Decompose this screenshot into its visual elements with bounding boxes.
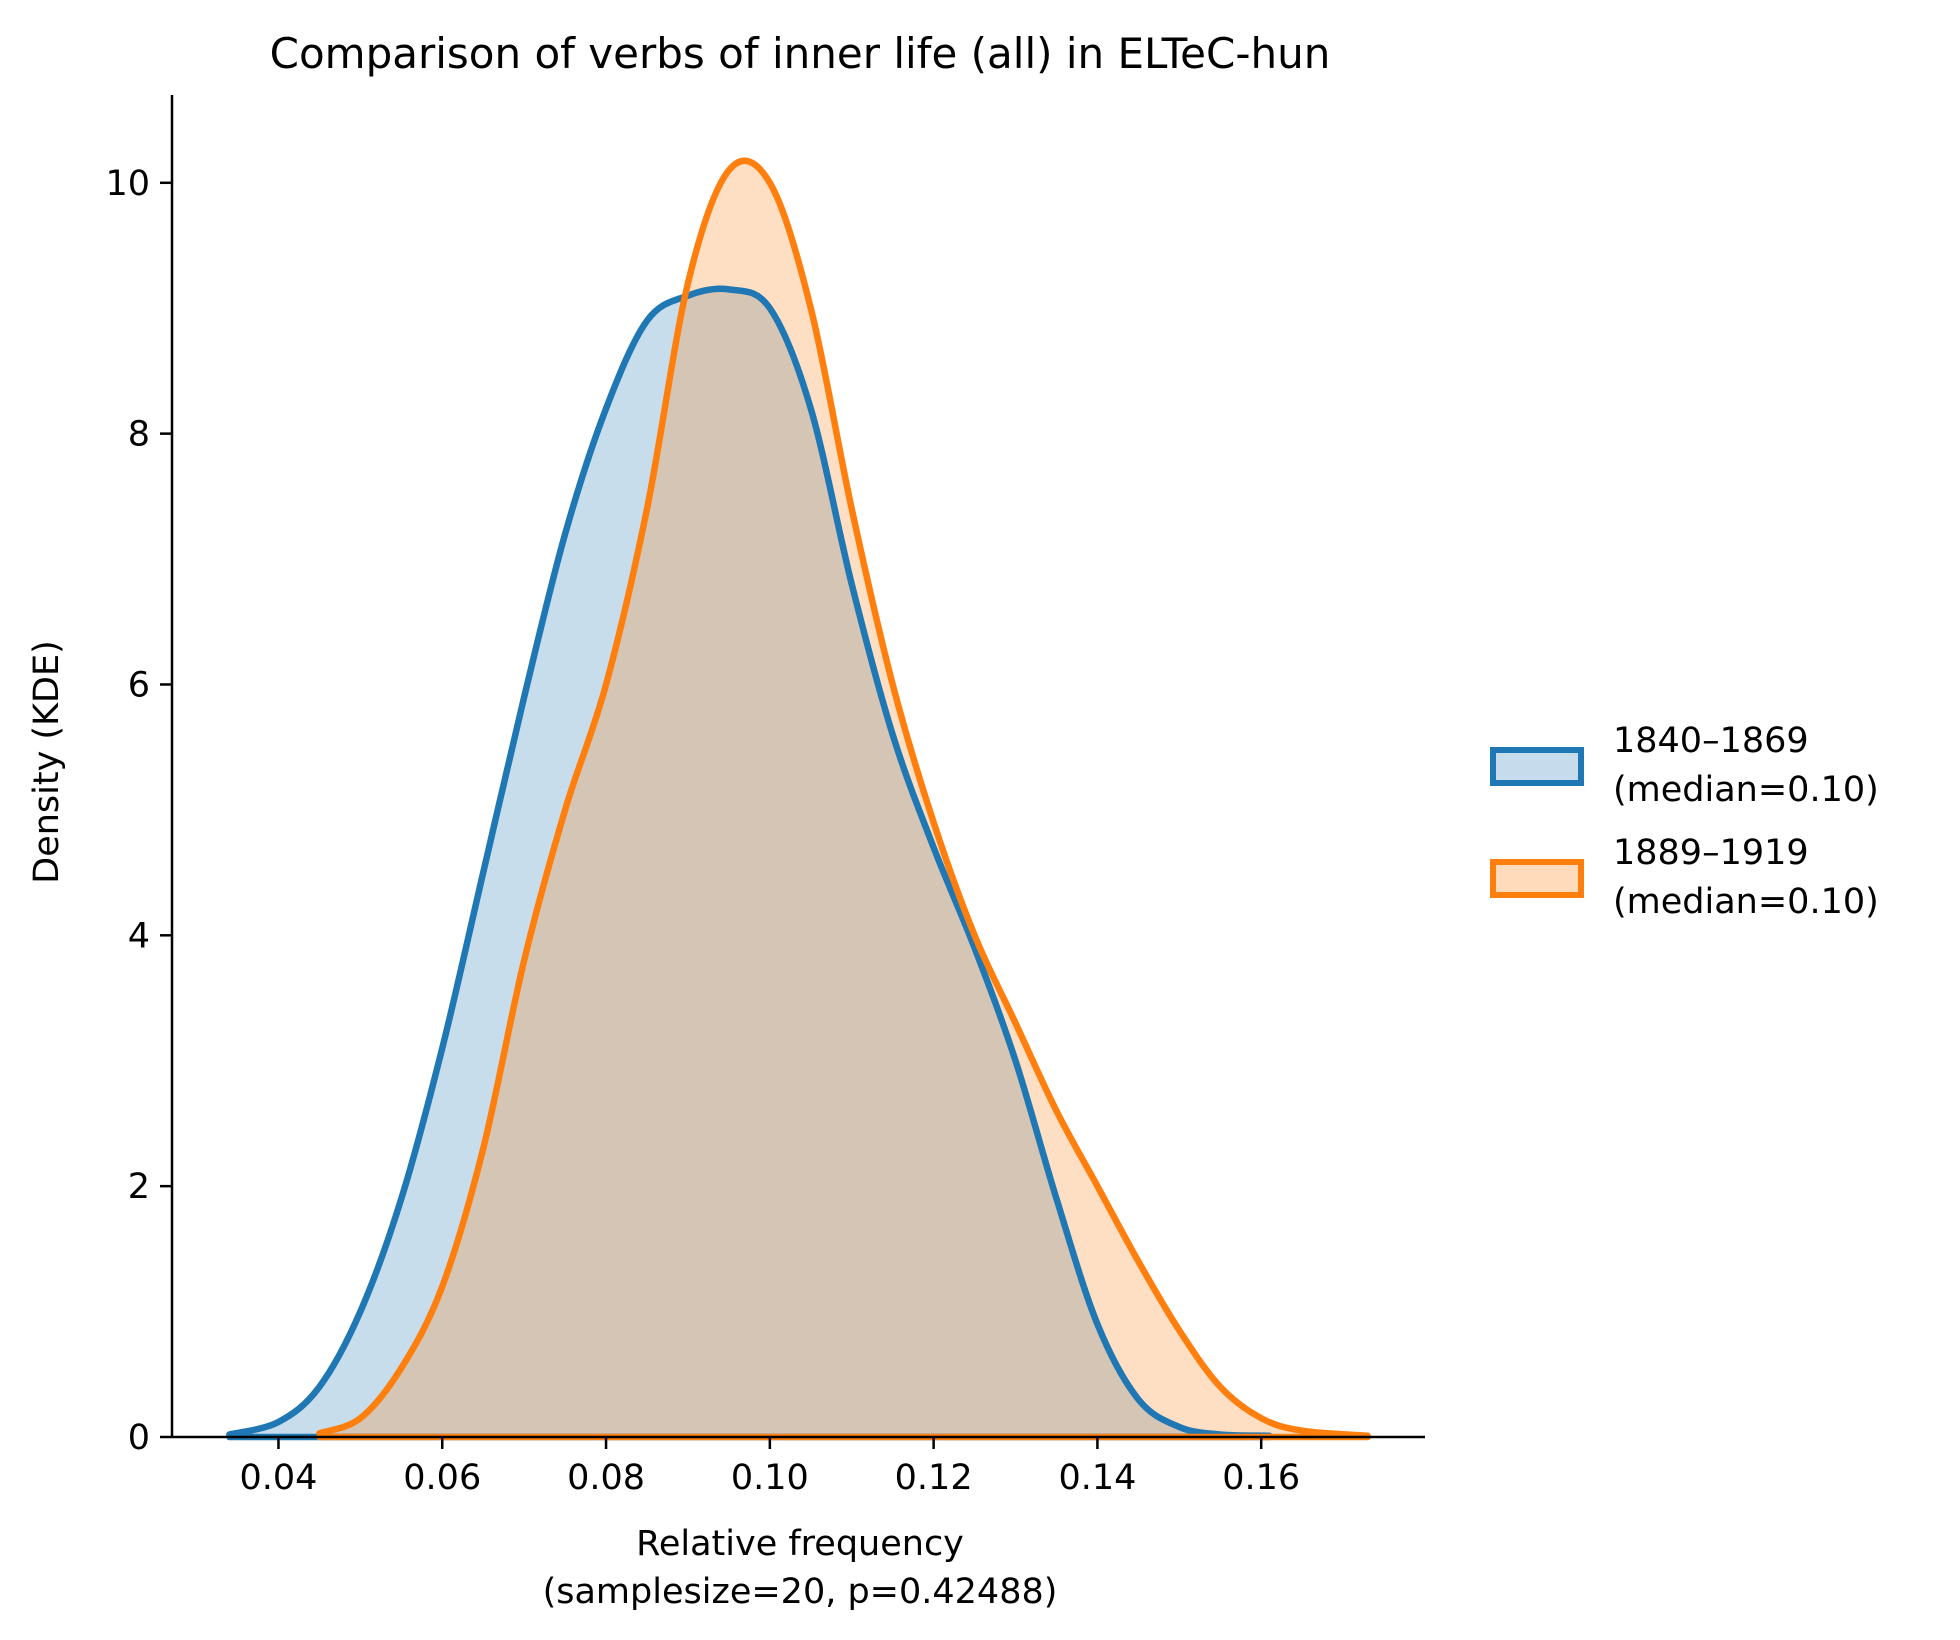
x-tick-label: 0.12	[895, 1458, 973, 1498]
legend: 1840–1869 (median=0.10) 1889–1919 (media…	[1490, 721, 1879, 922]
density-area-1889-1919	[319, 160, 1368, 1437]
y-axis-label: Density (KDE)	[27, 640, 67, 884]
x-tick-label: 0.16	[1222, 1458, 1300, 1498]
plot-area	[226, 157, 1371, 1441]
y-tick-label: 6	[128, 665, 150, 705]
chart-title: Comparison of verbs of inner life (all) …	[270, 29, 1331, 78]
legend-swatch-1840-1869	[1490, 747, 1584, 786]
y-tick-label: 10	[105, 164, 150, 204]
density-area-1840-1869	[229, 288, 1270, 1438]
x-ticks: 0.04 0.06 0.08 0.10 0.12 0.14 0.16	[239, 1437, 1300, 1498]
x-tick-label: 0.10	[731, 1458, 809, 1498]
x-tick-label: 0.06	[403, 1458, 481, 1498]
x-tick-label: 0.14	[1058, 1458, 1136, 1498]
y-tick-label: 8	[128, 415, 150, 455]
y-ticks: 0 2 4 6 8 10	[105, 164, 172, 1458]
x-tick-label: 0.04	[239, 1458, 317, 1498]
legend-sublabel-1840-1869: (median=0.10)	[1613, 770, 1879, 810]
y-tick-label: 2	[128, 1167, 150, 1207]
legend-sublabel-1889-1919: (median=0.10)	[1613, 882, 1879, 922]
x-axis-label: Relative frequency	[636, 1524, 964, 1564]
density-line-1840-1869	[226, 285, 1273, 1441]
y-tick-label: 4	[128, 916, 150, 956]
axes: 0.04 0.06 0.08 0.10 0.12 0.14 0.16 0 2 4 6 8 10	[105, 95, 1425, 1498]
x-tick-label: 0.08	[567, 1458, 645, 1498]
legend-label-1889-1919: 1889–1919	[1613, 833, 1809, 873]
legend-swatch-1889-1919	[1490, 859, 1584, 898]
density-line-1889-1919	[316, 157, 1371, 1441]
x-axis-sublabel: (samplesize=20, p=0.42488)	[543, 1572, 1058, 1612]
legend-label-1840-1869: 1840–1869	[1613, 721, 1809, 761]
y-tick-label: 0	[128, 1418, 150, 1458]
